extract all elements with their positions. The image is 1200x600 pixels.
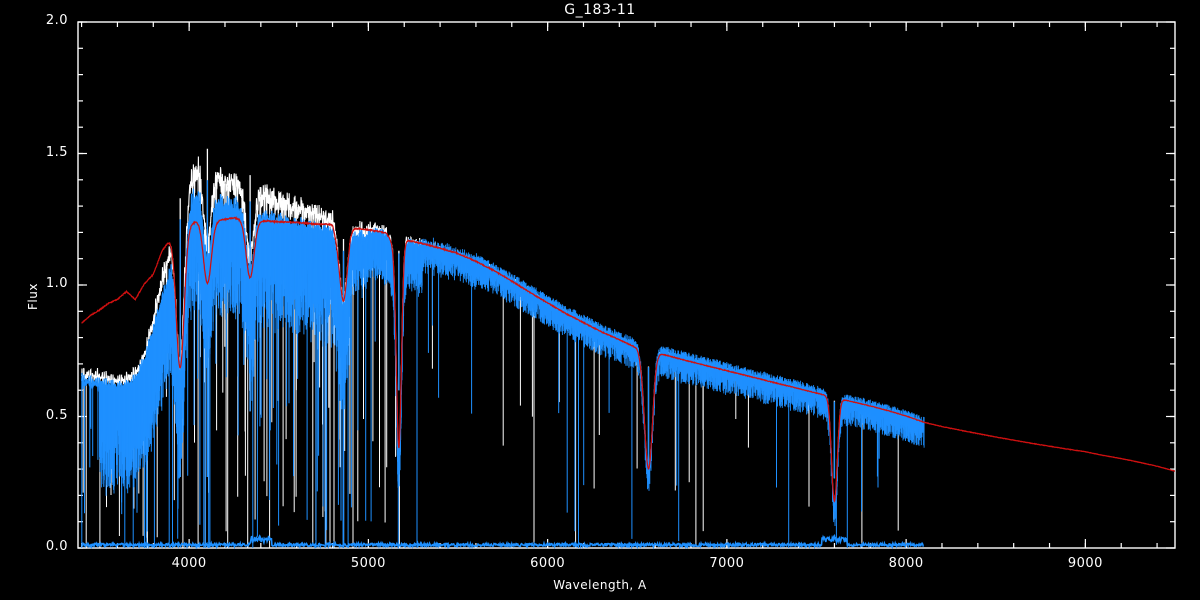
template-model-line bbox=[81, 215, 1175, 503]
x-tick-label: 8000 bbox=[888, 556, 924, 571]
x-tick-label: 5000 bbox=[350, 556, 386, 571]
plot-title: G_183-11 bbox=[564, 2, 636, 18]
x-tick-label: 9000 bbox=[1067, 556, 1103, 571]
error-spectrum-line bbox=[80, 533, 924, 550]
x-tick-label: 4000 bbox=[171, 556, 207, 571]
y-tick-label: 1.0 bbox=[45, 276, 68, 291]
x-axis-label: Wavelength, A bbox=[553, 578, 647, 592]
y-tick-label: 1.5 bbox=[45, 144, 68, 160]
y-tick-label: 0.0 bbox=[45, 539, 68, 554]
y-tick-label: 2.0 bbox=[45, 13, 68, 28]
x-tick-label: 7000 bbox=[709, 556, 745, 571]
y-tick-label: 0.5 bbox=[45, 407, 68, 423]
x-tick-label: 6000 bbox=[530, 556, 566, 571]
